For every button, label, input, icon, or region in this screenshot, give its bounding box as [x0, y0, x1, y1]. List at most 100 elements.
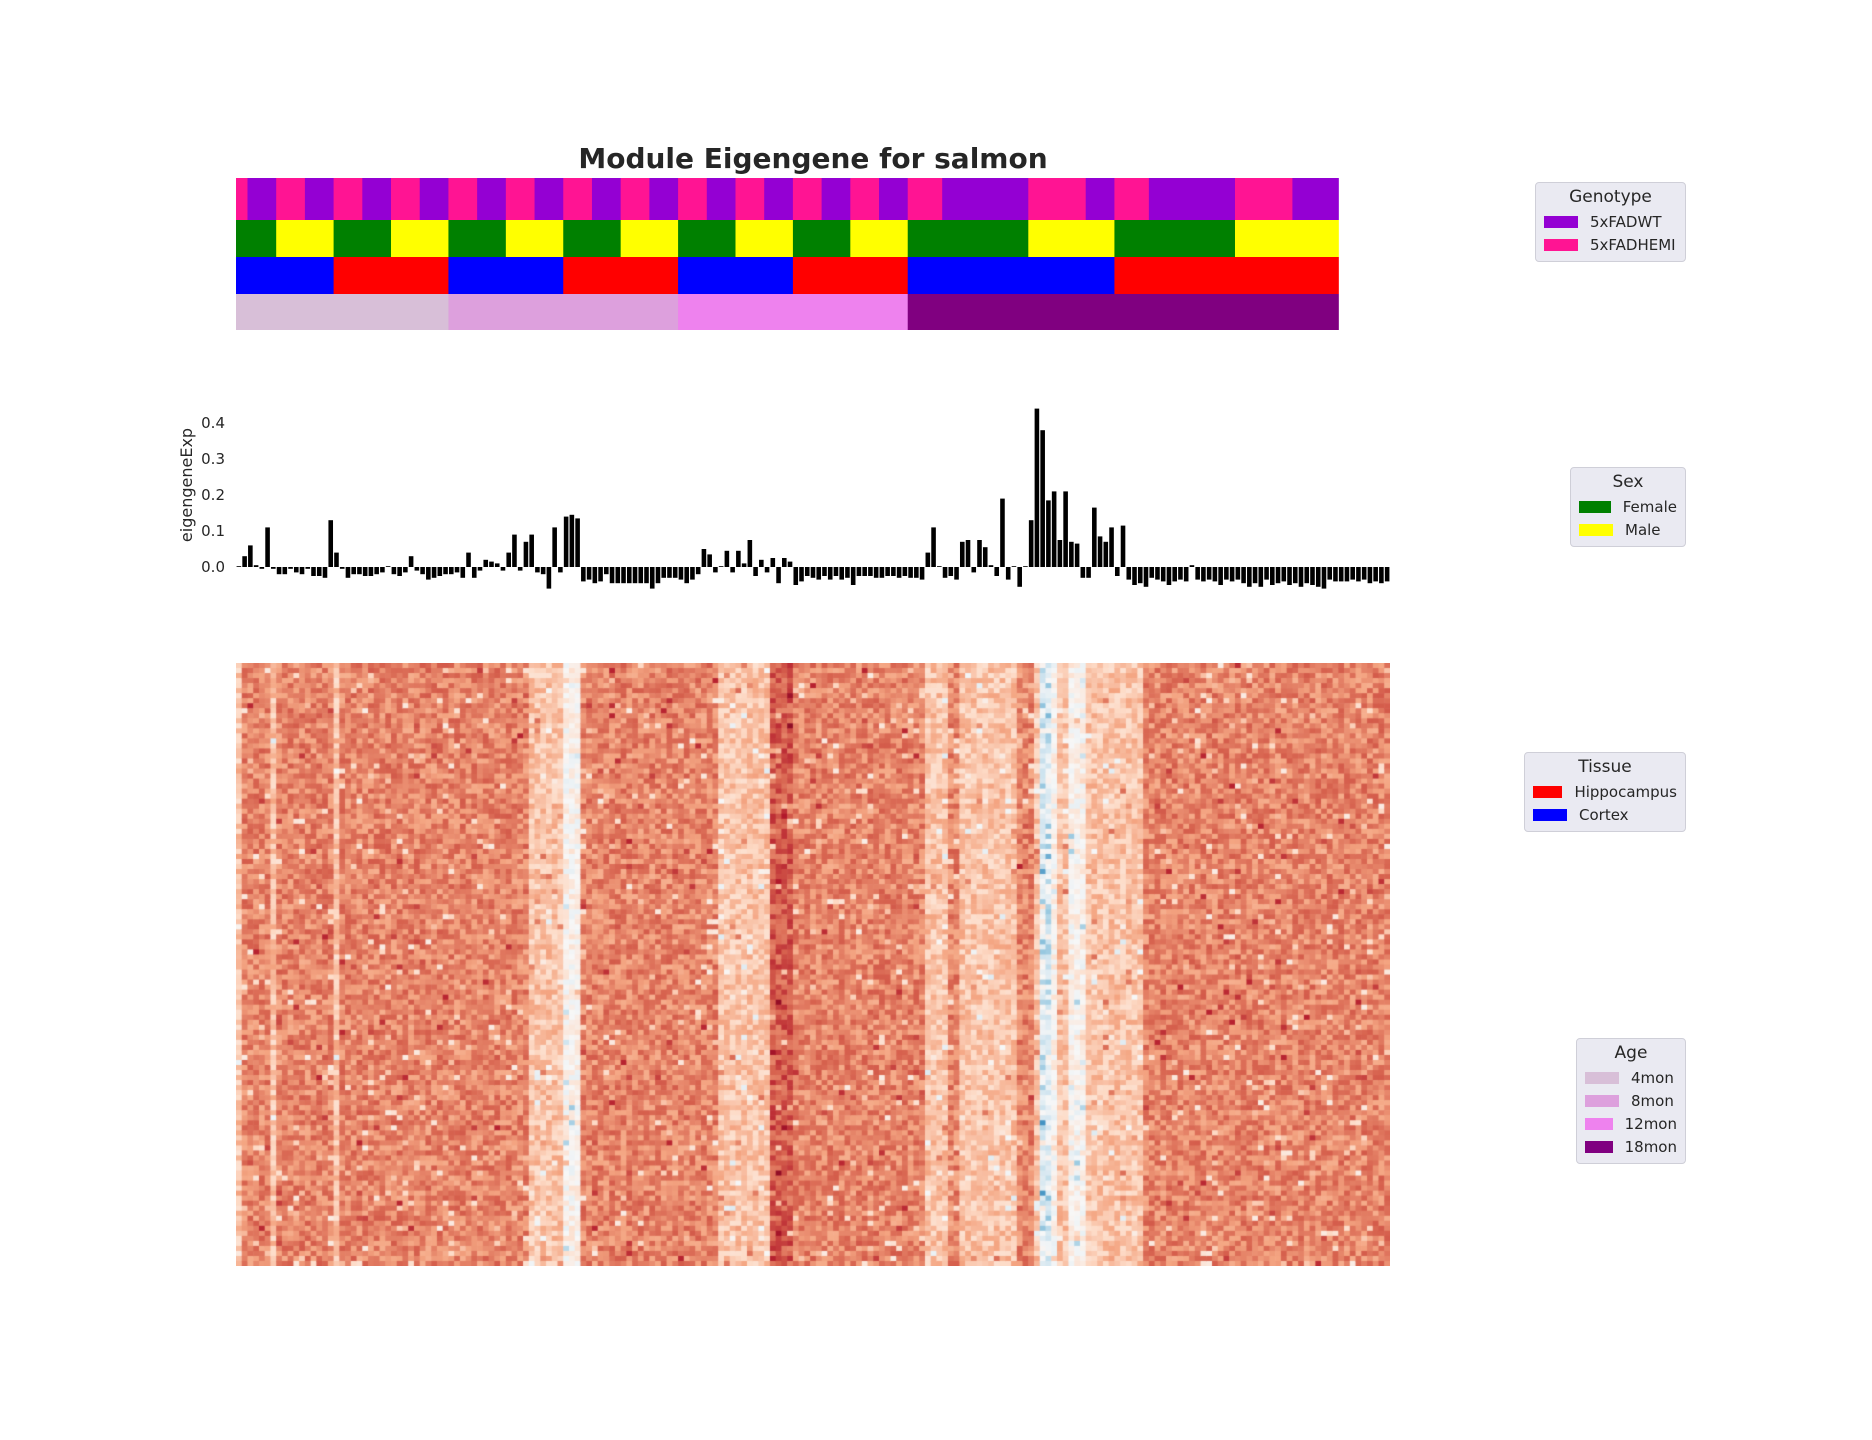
- bar: [1195, 567, 1200, 580]
- bar: [982, 547, 988, 567]
- annotation-cell-5xfadwt: [534, 178, 564, 220]
- swatch-5xfadwt: [1544, 215, 1578, 228]
- bar: [489, 561, 494, 567]
- bar: [873, 567, 879, 578]
- bar: [374, 567, 379, 575]
- annotation-cell-5xfadwt: [419, 178, 449, 220]
- bar: [403, 567, 408, 573]
- annotation-cell-5xfadhemi: [1234, 178, 1293, 220]
- annotation-cell-4mon: [236, 294, 449, 330]
- annotation-cell-male: [850, 220, 909, 257]
- bar: [695, 567, 701, 575]
- bar: [1258, 567, 1264, 587]
- bar: [649, 567, 655, 589]
- legend-label: 5xFADHEMI: [1590, 235, 1676, 254]
- bar: [747, 540, 753, 567]
- y-tick-label: 0.0: [201, 558, 225, 576]
- bar: [529, 534, 534, 567]
- y-tick-label: 0.4: [201, 414, 225, 432]
- bar: [523, 541, 529, 567]
- bar: [1086, 567, 1091, 578]
- legend-entry: 5xFADHEMI: [1544, 233, 1677, 256]
- annotation-cell-5xfadwt: [942, 178, 1029, 220]
- annotation-cell-5xfadwt: [1085, 178, 1115, 220]
- bar: [598, 567, 603, 582]
- bar: [443, 567, 448, 575]
- bar: [288, 567, 293, 569]
- annotation-cell-5xfadwt: [304, 178, 335, 220]
- bar: [615, 567, 621, 584]
- bar: [810, 567, 816, 578]
- bar: [753, 567, 758, 576]
- bar: [1143, 567, 1149, 587]
- bar: [1178, 567, 1183, 580]
- bar: [1310, 567, 1315, 585]
- bar: [1005, 567, 1011, 580]
- bar: [690, 567, 695, 580]
- bar: [512, 534, 517, 567]
- bar: [891, 567, 896, 576]
- bar: [1235, 567, 1241, 580]
- eigengene-bar-chart: eigengeneExp 0.0 0.1 0.2 0.3 0.4: [177, 408, 1390, 589]
- bar: [265, 527, 270, 567]
- bar: [500, 567, 506, 571]
- bar: [414, 567, 420, 571]
- bar: [322, 567, 328, 578]
- annotation-cell-hippocampus: [792, 257, 909, 294]
- bar: [1069, 541, 1074, 567]
- legend-entry: 18mon: [1585, 1135, 1677, 1158]
- bar: [896, 567, 902, 578]
- bar: [540, 567, 546, 575]
- bar: [299, 567, 305, 575]
- bar: [271, 567, 276, 569]
- bar: [1126, 567, 1132, 580]
- expression-heatmap: [236, 663, 1390, 1266]
- bar: [1212, 567, 1218, 582]
- bar: [764, 567, 770, 573]
- legend-label: 5xFADWT: [1590, 212, 1662, 231]
- bar: [1264, 567, 1269, 580]
- annotation-cell-male: [505, 220, 564, 257]
- bar: [351, 567, 356, 575]
- bar: [334, 552, 339, 567]
- bar: [942, 567, 948, 578]
- bar: [563, 516, 569, 567]
- bar: [1384, 567, 1390, 582]
- bar: [1023, 566, 1028, 567]
- annotation-cell-5xfadhemi: [792, 178, 823, 220]
- bar: [1201, 567, 1206, 582]
- bar: [701, 549, 707, 567]
- bar: [316, 567, 322, 576]
- bar: [724, 550, 730, 567]
- bar: [345, 567, 351, 578]
- bar: [1063, 491, 1068, 567]
- annotation-cell-male: [1234, 220, 1339, 257]
- bar: [385, 566, 391, 567]
- legend-title: Genotype: [1569, 187, 1652, 207]
- bar: [713, 567, 718, 573]
- legend-sex: Sex Female Male: [1570, 467, 1686, 547]
- swatch-18mon: [1585, 1140, 1613, 1153]
- bar: [259, 567, 265, 569]
- bar: [454, 567, 460, 573]
- bar: [517, 567, 523, 571]
- legend-entry: Hippocampus: [1533, 780, 1677, 803]
- bar: [305, 567, 311, 569]
- bar: [885, 567, 890, 576]
- annotation-cell-female: [907, 220, 1029, 257]
- bar: [276, 567, 282, 575]
- bar: [1379, 567, 1384, 584]
- bar: [460, 567, 466, 578]
- bar: [965, 540, 971, 567]
- bar: [845, 567, 850, 578]
- bar: [782, 558, 787, 567]
- chart-title: Module Eigengene for salmon: [578, 142, 1048, 175]
- legend-title: Age: [1614, 1043, 1648, 1063]
- bar: [506, 552, 511, 567]
- annotation-cell-5xfadhemi: [620, 178, 650, 220]
- bar: [850, 567, 856, 585]
- annotation-cell-female: [1114, 220, 1236, 257]
- annotation-cell-female: [448, 220, 507, 257]
- bar: [1321, 567, 1327, 589]
- annotation-cell-cortex: [236, 257, 335, 294]
